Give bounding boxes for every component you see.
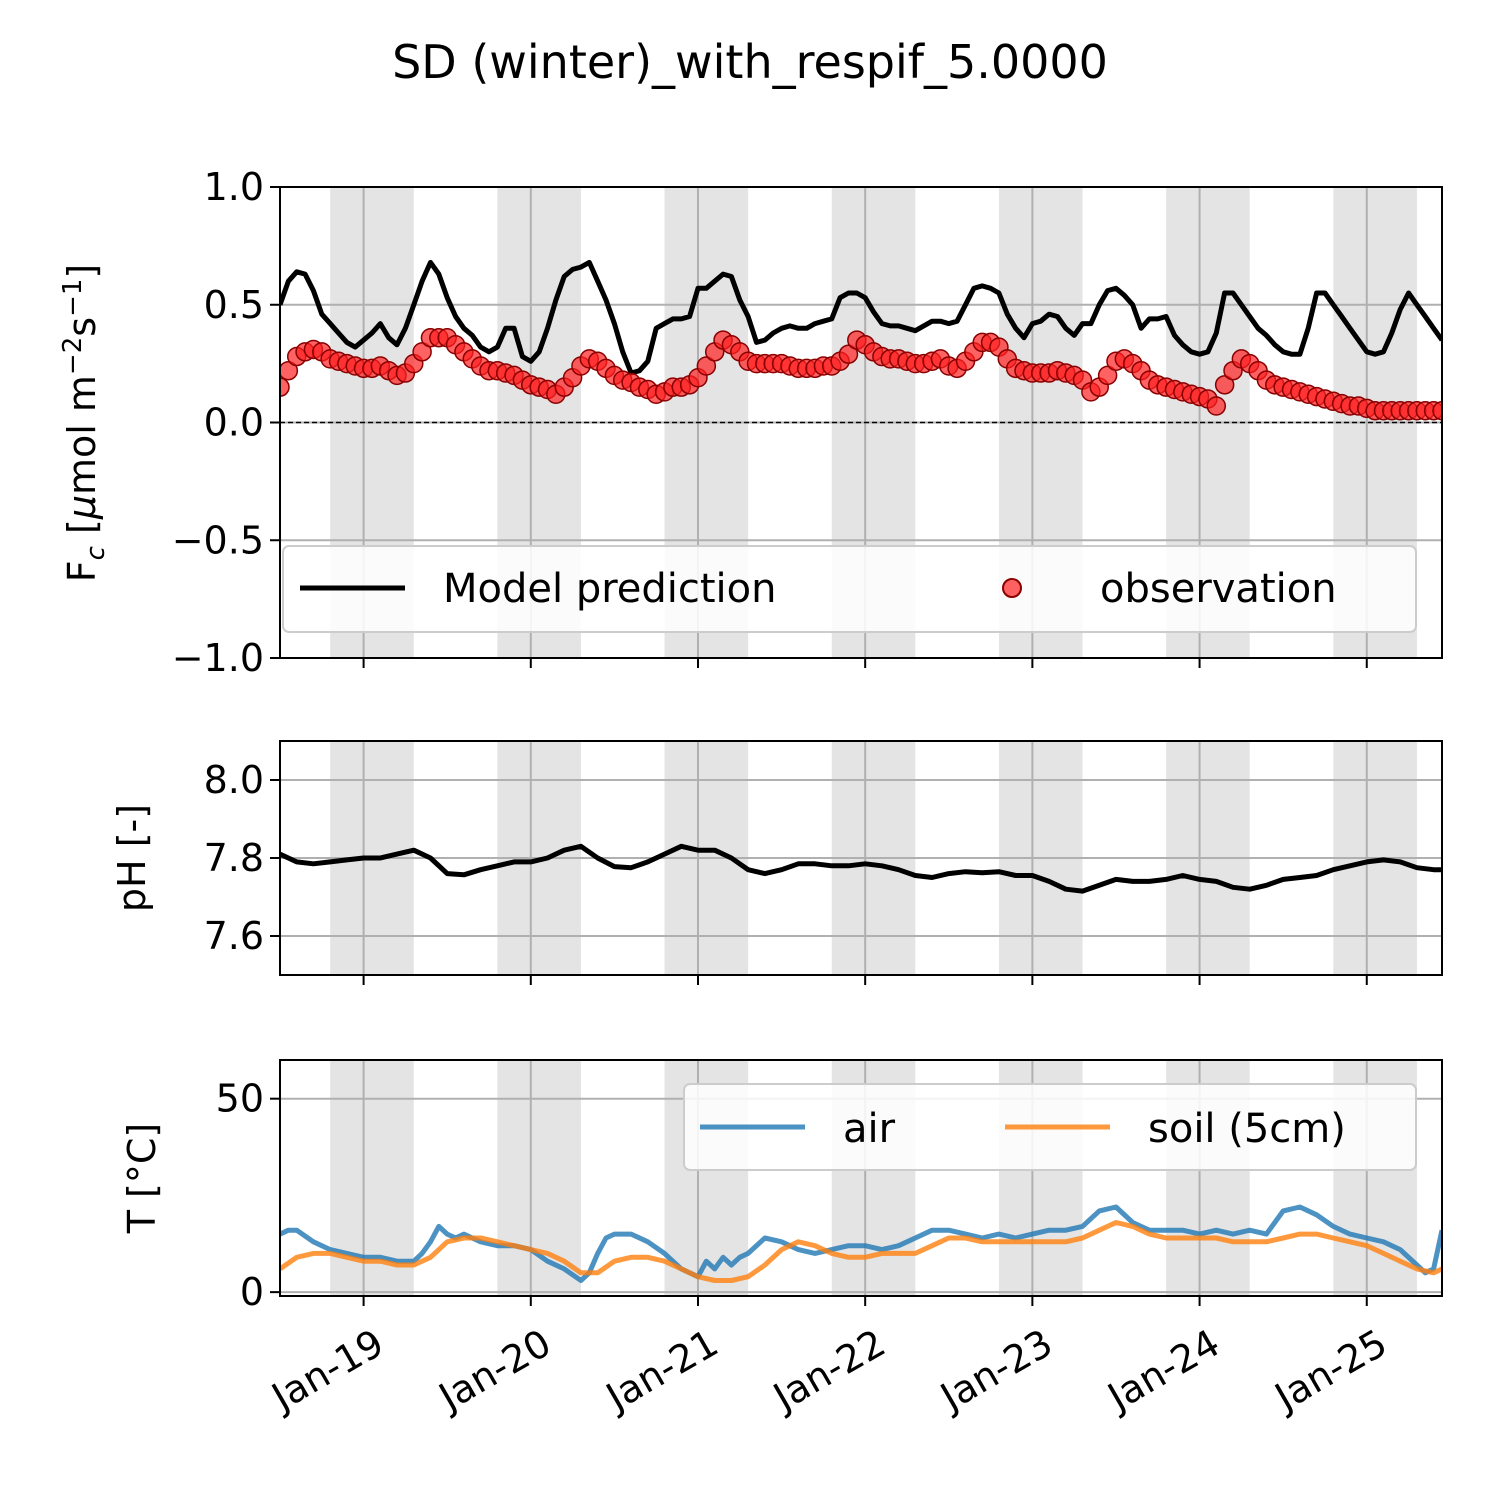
ph-panel: 7.6 7.8 8.0 [204, 740, 1443, 985]
air-line [280, 1204, 1442, 1283]
y-tick-label: 0.0 [204, 401, 264, 445]
soil-5cm--line [280, 1220, 1442, 1283]
flux-legend-box [282, 545, 1417, 633]
observation-point [280, 377, 290, 397]
observation-point [1206, 396, 1227, 416]
temperature-legend: air soil (5cm) [683, 1083, 1417, 1171]
ph-ylabel: pH [-] [110, 804, 154, 912]
chart-title: SD (winter)_with_respif_5.0000 [392, 35, 1108, 89]
y-tick-label: −1.0 [172, 636, 264, 680]
y-tick-label: 7.8 [204, 836, 264, 880]
observation-point [412, 342, 432, 362]
panel-frame [279, 186, 1443, 659]
x-tick-label: Jan-19 [263, 1321, 391, 1420]
legend-soil-label: soil (5cm) [1148, 1106, 1346, 1152]
y-tick-label: 50 [216, 1077, 264, 1121]
flux-ylabel: Fc [μmol m−2s−1] [58, 264, 111, 582]
series-group [280, 1204, 1442, 1283]
observation-point [1432, 400, 1442, 421]
flux-legend: Model prediction observation [282, 545, 1417, 633]
y-tick-label: 0 [240, 1270, 264, 1314]
x-tick-label: Jan-22 [764, 1321, 892, 1420]
night-band [497, 1060, 581, 1296]
ph-line [280, 843, 1442, 894]
x-tick-label: Jan-23 [932, 1321, 1060, 1420]
observation-point [838, 344, 859, 364]
observation-point [280, 360, 299, 381]
y-tick-label: 1.0 [204, 165, 264, 209]
y-tick-label: 8.0 [204, 758, 264, 802]
legend-obs-marker [1002, 578, 1022, 598]
x-tick-label: Jan-24 [1099, 1321, 1227, 1420]
observation-point [696, 356, 717, 376]
legend-obs-label: observation [1100, 566, 1337, 612]
legend-air-label: air [843, 1106, 896, 1152]
legend-model-label: Model prediction [443, 566, 777, 612]
temperature-ylabel: T [°C] [120, 1123, 164, 1234]
x-tick-label: Jan-21 [597, 1321, 725, 1420]
model-prediction-line [280, 259, 1442, 376]
panel-frame [279, 740, 1443, 976]
x-tick-labels: Jan-19 Jan-20 Jan-21 Jan-22 Jan-23 Jan-24 Jan-… [263, 1321, 1394, 1420]
observation-point [1097, 365, 1118, 386]
panel-frame [279, 1059, 1443, 1297]
x-tick-label: Jan-25 [1266, 1321, 1394, 1420]
series-group [280, 259, 1442, 421]
y-tick-label: 0.5 [204, 283, 264, 327]
series-group [280, 843, 1442, 894]
x-tick-label: Jan-20 [430, 1321, 558, 1420]
y-tick-label: 7.6 [204, 914, 264, 958]
observation-point [1214, 375, 1235, 395]
y-tick-label: −0.5 [172, 518, 264, 562]
